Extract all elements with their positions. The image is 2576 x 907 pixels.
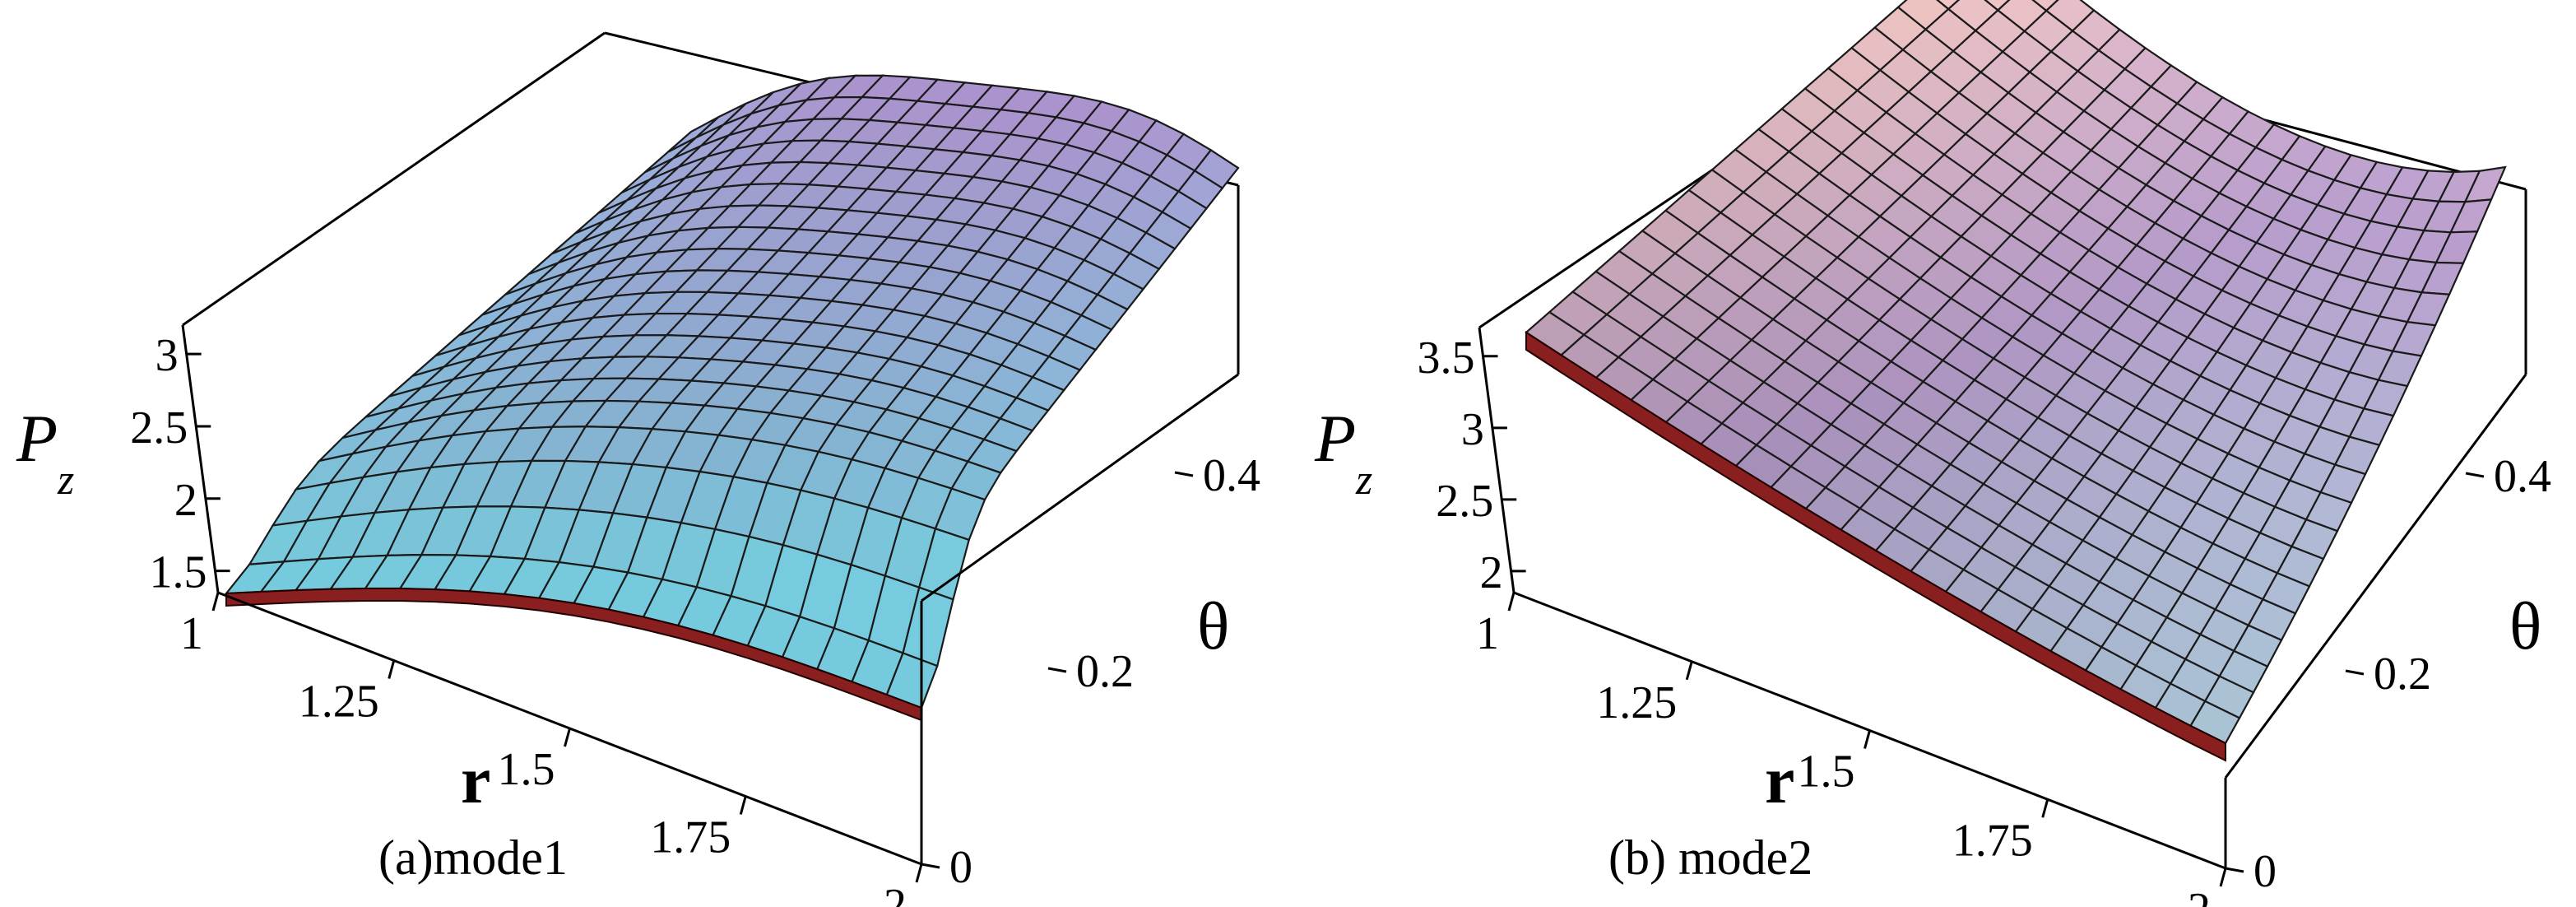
- box-edge: [1478, 327, 1515, 593]
- r-tick-mark: [1685, 661, 1693, 681]
- r-tick-mark: [739, 796, 747, 815]
- pz-tick-label: 2.5: [130, 402, 188, 454]
- panel-a-ylabel: θ: [1197, 588, 1229, 663]
- theta-tick-mark: [2345, 669, 2365, 676]
- theta-tick-label: 0: [949, 842, 972, 893]
- panel-a-zlabel-sub: z: [57, 457, 74, 504]
- r-tick-label: 1.5: [1798, 747, 1855, 798]
- box-edge: [2224, 374, 2527, 779]
- pz-tick-label: 2.5: [1436, 476, 1493, 527]
- theta-tick-label: 0.2: [1076, 646, 1134, 697]
- panel-a-zlabel-main: P: [16, 401, 58, 476]
- theta-tick-mark: [921, 863, 940, 869]
- theta-tick-mark: [2225, 867, 2244, 873]
- r-tick-mark: [2219, 867, 2227, 887]
- box-edge: [182, 31, 606, 327]
- r-tick-label: 2: [2188, 884, 2211, 907]
- r-tick-label: 2: [884, 880, 907, 907]
- r-tick-label: 1.25: [299, 677, 379, 728]
- panel-b-ticks: 1 1.25 1.5 1.75 2 0 0.2 0.4 2 2.5 3 3.5: [1418, 333, 2551, 907]
- r-tick-mark: [2041, 798, 2049, 818]
- panel-b-ylabel: θ: [2509, 588, 2541, 663]
- r-tick-mark: [564, 728, 571, 747]
- panel-b-zlabel-sub: z: [1355, 457, 1372, 504]
- pz-tick-label: 2: [1480, 547, 1503, 598]
- r-tick-mark: [388, 660, 396, 679]
- panel-a: 1 1.25 1.5 1.75 2 0 0.2 0.4 1.5 2 2.5 3 P z r θ (a)…: [16, 31, 1260, 907]
- panel-b-surface: [1525, 0, 2507, 762]
- theta-tick-label: 0.2: [2374, 649, 2431, 700]
- r-tick-label: 1.25: [1596, 677, 1677, 728]
- panel-a-xlabel: r: [461, 742, 490, 817]
- panel-b: 1 1.25 1.5 1.75 2 0 0.2 0.4 2 2.5 3 3.5 P z r θ (b)…: [1314, 0, 2551, 907]
- r-tick-label: 1.5: [498, 744, 555, 795]
- panel-a-caption: (a)mode1: [378, 830, 568, 885]
- r-tick-mark: [1507, 592, 1515, 612]
- theta-tick-label: 0.4: [2494, 451, 2551, 502]
- r-tick-label: 1.75: [1952, 815, 2033, 866]
- box-edge: [181, 324, 220, 593]
- theta-tick-mark: [1047, 667, 1067, 673]
- pz-tick-label: 3: [155, 330, 179, 381]
- theta-tick-label: 0.4: [1203, 450, 1260, 501]
- panel-b-xlabel: r: [1765, 742, 1794, 817]
- theta-tick-label: 0: [2253, 846, 2277, 897]
- box-edge: [921, 373, 1239, 602]
- panel-a-ticks: 1 1.25 1.5 1.75 2 0 0.2 0.4 1.5 2 2.5 3: [130, 330, 1260, 907]
- r-tick-mark: [211, 592, 220, 612]
- theta-tick-mark: [1174, 471, 1194, 477]
- r-tick-mark: [1864, 730, 1871, 749]
- panel-b-caption: (b) mode2: [1608, 830, 1812, 885]
- r-tick-label: 1: [180, 608, 203, 659]
- r-tick-label: 1.75: [650, 812, 731, 863]
- pz-tick-label: 2: [174, 475, 197, 526]
- r-tick-label: 1: [1476, 608, 1499, 659]
- surface-underside: [1525, 331, 2226, 762]
- theta-tick-mark: [2465, 472, 2485, 478]
- pz-tick-label: 3: [1461, 404, 1484, 455]
- pz-tick-label: 1.5: [150, 547, 207, 598]
- r-tick-mark: [915, 863, 923, 883]
- panel-b-zlabel-main: P: [1314, 401, 1356, 476]
- pz-tick-label: 3.5: [1418, 333, 1475, 384]
- panel-a-surface: [224, 74, 1240, 722]
